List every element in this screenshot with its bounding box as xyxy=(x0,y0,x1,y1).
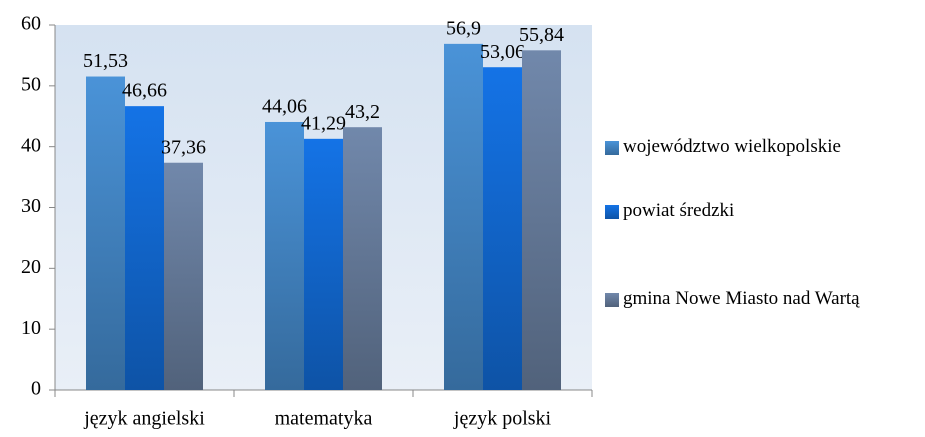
y-tick-label: 0 xyxy=(31,378,41,400)
legend-label: gmina Nowe Miasto nad Wartą xyxy=(623,288,860,309)
legend-label: województwo wielkopolskie xyxy=(623,136,841,157)
bar xyxy=(265,121,304,391)
bar xyxy=(304,138,343,390)
value-label: 51,53 xyxy=(83,50,128,72)
value-label: 37,36 xyxy=(161,136,206,158)
y-tick-label: 50 xyxy=(21,73,41,95)
bar xyxy=(164,162,203,390)
value-label: 53,06 xyxy=(480,41,525,63)
x-tick-label: język polski xyxy=(453,408,552,430)
y-tick-label: 20 xyxy=(21,256,41,278)
value-label: 43,2 xyxy=(345,101,380,123)
bar xyxy=(86,76,125,391)
legend-swatch xyxy=(605,205,619,219)
bar xyxy=(444,43,483,390)
value-label: 44,06 xyxy=(262,96,307,118)
value-label: 56,9 xyxy=(446,17,481,39)
legend-swatch xyxy=(605,293,619,307)
bar xyxy=(522,50,561,390)
value-label: 46,66 xyxy=(122,80,167,102)
legend-swatch xyxy=(605,141,619,155)
value-label: 41,29 xyxy=(301,112,346,134)
y-tick-label: 60 xyxy=(21,13,41,35)
bar xyxy=(343,127,382,390)
y-tick-label: 40 xyxy=(21,134,41,156)
value-label: 55,84 xyxy=(519,24,564,46)
x-tick-label: matematyka xyxy=(275,408,373,430)
y-tick-label: 30 xyxy=(21,195,41,217)
legend-label: powiat średzki xyxy=(623,200,734,221)
x-tick-label: język angielski xyxy=(83,408,205,430)
bar xyxy=(125,106,164,390)
y-tick-label: 10 xyxy=(21,317,41,339)
bar xyxy=(483,67,522,391)
